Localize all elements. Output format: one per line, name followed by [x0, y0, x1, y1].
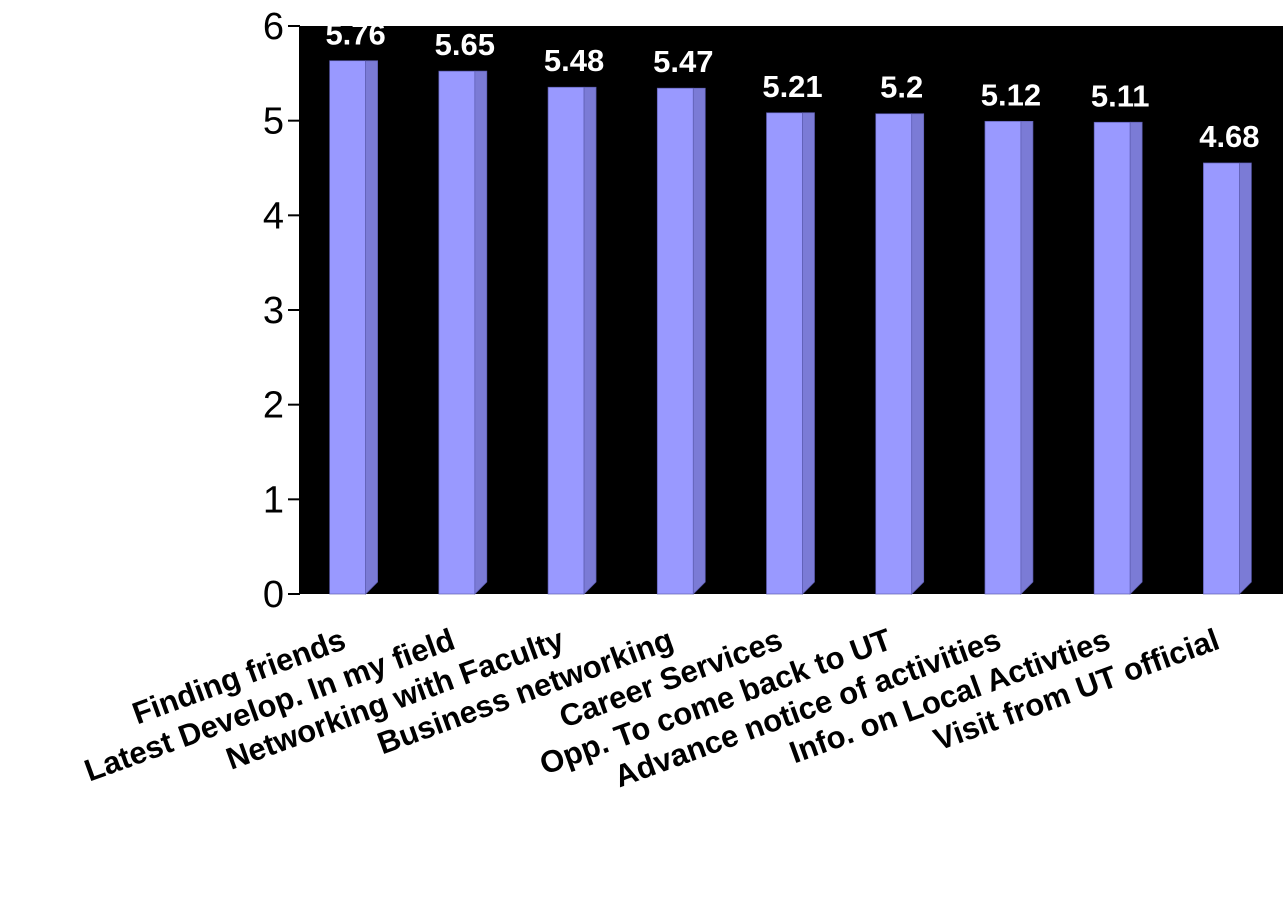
bar [875, 113, 925, 595]
data-label: 5.76 [325, 17, 385, 52]
data-label: 5.11 [1091, 78, 1150, 113]
bar-side [365, 60, 378, 595]
bar-side [1239, 162, 1252, 595]
bar-side [802, 112, 815, 595]
y-axis: 0 1 2 3 4 5 6 [263, 6, 301, 616]
y-tick-label: 3 [263, 290, 284, 332]
bar [438, 70, 488, 595]
bar [547, 86, 597, 595]
bar-front [547, 86, 585, 595]
bar-front [329, 60, 366, 595]
bar-side [474, 70, 488, 595]
data-label: 5.12 [981, 77, 1041, 112]
bar-front [438, 70, 476, 595]
data-label: 5.2 [880, 70, 923, 105]
y-tick-label: 0 [263, 574, 284, 616]
y-tick-label: 1 [263, 479, 284, 521]
bar-side [583, 86, 597, 595]
bar [984, 120, 1034, 595]
y-tick-label: 2 [263, 385, 284, 427]
y-tick-label: 6 [263, 6, 284, 48]
bar-front [1093, 121, 1131, 595]
bar-side [692, 87, 706, 595]
bar [1203, 162, 1252, 595]
bar-side [1020, 120, 1034, 595]
bar-side [911, 113, 925, 595]
y-tick-label: 4 [263, 195, 284, 237]
bar-front [766, 112, 803, 595]
data-labels: 5.76 5.65 5.48 5.47 5.21 5.2 5.12 5.11 4.68 [325, 17, 1259, 154]
bar [1093, 121, 1143, 595]
data-label: 5.47 [653, 44, 713, 79]
data-label: 4.68 [1199, 119, 1259, 154]
data-label: 5.48 [544, 43, 604, 78]
bar-front [875, 113, 913, 595]
bar-front [656, 87, 694, 595]
bar [656, 87, 706, 595]
bar [329, 60, 378, 595]
bar-front [984, 120, 1022, 595]
data-label: 5.65 [435, 27, 495, 62]
y-tick-label: 5 [263, 101, 284, 143]
bar [766, 112, 815, 595]
bar-side [1129, 121, 1143, 595]
data-label: 5.21 [762, 69, 822, 104]
bars [329, 60, 1252, 595]
bar-front [1203, 162, 1240, 595]
